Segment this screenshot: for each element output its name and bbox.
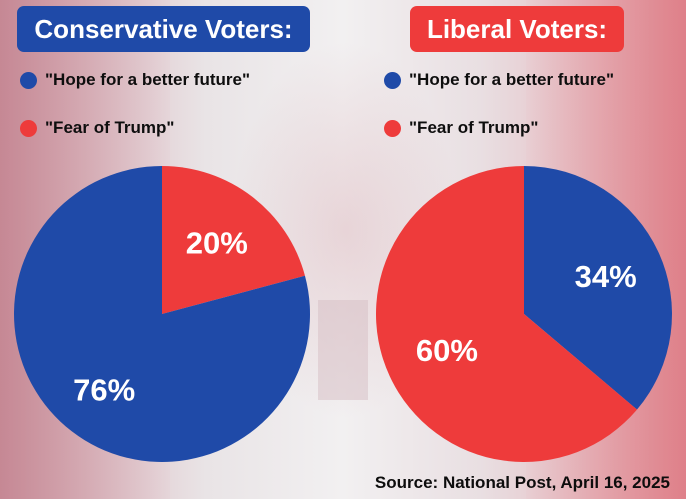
liberal-legend-hope: "Hope for a better future" [384, 68, 614, 92]
liberal-legend-fear: "Fear of Trump" [384, 116, 538, 140]
liberal-slice-label-0: 34% [575, 259, 637, 294]
legend-label: "Hope for a better future" [409, 70, 615, 89]
legend-label: "Hope for a better future" [45, 70, 251, 89]
legend-label: "Fear of Trump" [409, 118, 539, 137]
conservative-slice-label-0: 20% [186, 226, 248, 261]
liberal-slice-0 [524, 166, 672, 410]
legend-dot-blue-icon [384, 71, 401, 89]
liberal-chart-title: Liberal Voters: [410, 6, 624, 52]
source-credit: Source: National Post, April 16, 2025 [374, 473, 670, 492]
liberal-pie-chart: 34% 60% [376, 166, 672, 462]
liberal-slice-label-1: 60% [416, 333, 478, 368]
conservative-slice-0 [162, 166, 305, 314]
conservative-chart-title: Conservative Voters: [17, 6, 310, 52]
conservative-slice-1 [14, 166, 310, 462]
legend-label: "Fear of Trump" [45, 118, 175, 137]
background-maple-leaf-stem [318, 300, 368, 400]
conservative-slice-label-1: 76% [73, 372, 135, 407]
conservative-legend-hope: "Hope for a better future" [20, 68, 250, 92]
legend-dot-red-icon [384, 119, 401, 137]
liberal-slice-1 [376, 166, 638, 462]
conservative-pie-chart: 20% 76% [14, 166, 310, 462]
conservative-legend-fear: "Fear of Trump" [20, 116, 174, 140]
legend-dot-blue-icon [20, 71, 37, 89]
legend-dot-red-icon [20, 119, 37, 137]
